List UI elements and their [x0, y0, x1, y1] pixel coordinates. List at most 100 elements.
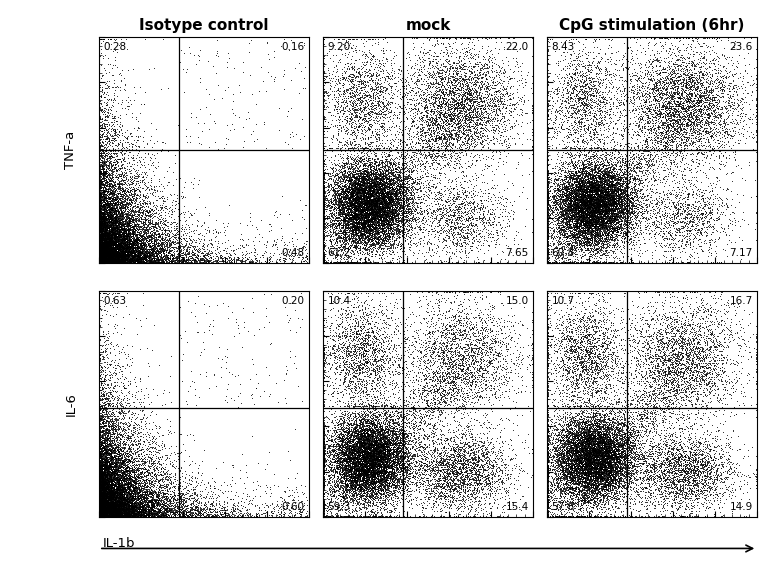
- Point: [94, 433, 106, 442]
- Point: [584, 180, 596, 189]
- Point: [383, 445, 395, 455]
- Point: [116, 241, 129, 250]
- Point: [97, 210, 110, 219]
- Point: [419, 196, 431, 205]
- Point: [340, 224, 352, 233]
- Point: [460, 248, 472, 257]
- Point: [379, 472, 391, 481]
- Point: [164, 507, 177, 516]
- Point: [106, 246, 118, 255]
- Point: [107, 476, 119, 485]
- Point: [147, 222, 159, 231]
- Point: [600, 358, 613, 367]
- Point: [679, 85, 691, 94]
- Point: [610, 447, 622, 456]
- Point: [333, 99, 345, 108]
- Point: [581, 444, 594, 453]
- Point: [127, 454, 139, 463]
- Point: [362, 476, 374, 485]
- Point: [600, 208, 613, 217]
- Point: [106, 246, 118, 255]
- Point: [619, 189, 631, 198]
- Point: [156, 231, 168, 240]
- Point: [113, 473, 125, 482]
- Point: [103, 435, 116, 444]
- Point: [336, 176, 349, 186]
- Point: [568, 224, 580, 234]
- Point: [366, 230, 378, 239]
- Point: [103, 187, 116, 196]
- Point: [358, 188, 370, 197]
- Point: [597, 228, 610, 237]
- Point: [613, 187, 626, 196]
- Point: [708, 100, 720, 110]
- Point: [368, 202, 380, 211]
- Point: [365, 464, 377, 473]
- Point: [147, 256, 159, 266]
- Point: [345, 447, 357, 456]
- Point: [486, 199, 498, 208]
- Point: [345, 466, 358, 475]
- Point: [146, 241, 158, 250]
- Point: [121, 498, 133, 508]
- Point: [614, 73, 626, 82]
- Point: [157, 235, 169, 244]
- Point: [565, 441, 578, 450]
- Point: [578, 183, 591, 192]
- Point: [568, 212, 580, 222]
- Point: [351, 194, 363, 203]
- Point: [95, 505, 107, 514]
- Point: [606, 212, 618, 222]
- Point: [105, 403, 117, 412]
- Point: [688, 233, 700, 242]
- Point: [584, 228, 597, 238]
- Point: [378, 460, 390, 469]
- Point: [337, 215, 349, 224]
- Point: [712, 427, 724, 436]
- Point: [588, 497, 600, 506]
- Point: [128, 236, 140, 246]
- Point: [319, 202, 331, 211]
- Point: [646, 110, 658, 119]
- Point: [716, 444, 728, 453]
- Point: [686, 336, 699, 345]
- Point: [442, 356, 454, 365]
- Point: [360, 182, 372, 191]
- Point: [613, 481, 625, 490]
- Point: [393, 413, 406, 422]
- Point: [459, 125, 471, 134]
- Point: [543, 68, 556, 77]
- Point: [370, 192, 382, 202]
- Point: [96, 483, 108, 492]
- Point: [123, 198, 135, 207]
- Point: [623, 206, 635, 215]
- Point: [442, 131, 454, 140]
- Point: [595, 423, 607, 432]
- Point: [670, 65, 682, 74]
- Point: [220, 508, 232, 517]
- Point: [691, 47, 703, 57]
- Point: [107, 491, 119, 500]
- Point: [590, 468, 602, 477]
- Point: [338, 464, 350, 473]
- Point: [378, 183, 390, 192]
- Point: [318, 443, 330, 452]
- Point: [357, 211, 369, 220]
- Point: [97, 238, 110, 247]
- Point: [342, 428, 354, 437]
- Point: [132, 503, 144, 512]
- Point: [352, 376, 365, 385]
- Point: [129, 252, 142, 262]
- Point: [357, 481, 369, 490]
- Point: [136, 247, 148, 256]
- Point: [339, 463, 352, 472]
- Point: [449, 335, 461, 344]
- Point: [100, 211, 112, 220]
- Point: [680, 102, 693, 111]
- Point: [437, 207, 449, 216]
- Point: [383, 197, 395, 206]
- Point: [367, 465, 379, 474]
- Point: [95, 475, 107, 484]
- Point: [479, 63, 491, 73]
- Point: [124, 455, 136, 464]
